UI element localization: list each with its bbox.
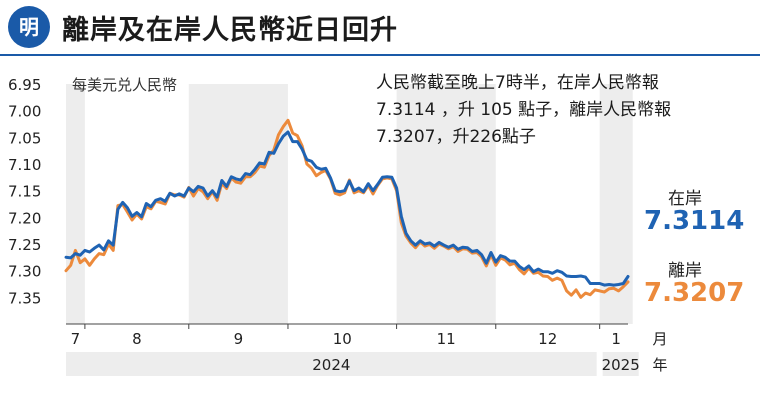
year-band (66, 352, 597, 376)
month-unit-label: 月 (652, 330, 667, 348)
series-line (64, 130, 630, 287)
month-tick-label: 1 (611, 330, 621, 348)
month-tick-label: 10 (333, 330, 352, 348)
y-tick-label: 7.05 (8, 129, 41, 147)
legend-onshore-label: 在岸 (668, 189, 702, 209)
logo: 明 (8, 6, 50, 48)
note-line-1: 人民幣截至晚上7時半，在岸人民幣報 (376, 73, 659, 93)
month-tick-label: 9 (234, 330, 244, 348)
y-axis-label: 每美元兑人民幣 (72, 76, 178, 94)
y-tick-label: 7.00 (8, 103, 41, 121)
chart-title: 離岸及在岸人民幣近日回升 (62, 15, 398, 46)
note-line-2: 7.3114 ，升 105 點子，離岸人民幣報 (376, 100, 672, 120)
y-tick-label: 7.10 (8, 156, 41, 174)
month-tick-label: 12 (538, 330, 557, 348)
x-axis: 7 8 9 10 11 12 1 月 2024 2025 年 (66, 323, 668, 376)
legend-offshore-label: 離岸 (668, 261, 702, 281)
y-axis-ticks: 6.95 7.00 7.05 7.10 7.15 7.20 7.25 7.30 7.35 (8, 76, 41, 307)
y-tick-label: 7.25 (8, 236, 41, 254)
year-unit-label: 年 (652, 356, 667, 374)
month-tick-label: 7 (71, 330, 81, 348)
legend-onshore-value: 7.3114 (644, 206, 745, 236)
month-tick-label: 8 (132, 330, 142, 348)
note-line-3: 7.3207，升226點子 (376, 127, 536, 147)
legend-offshore-value: 7.3207 (644, 278, 745, 308)
annotation-note: 人民幣截至晚上7時半，在岸人民幣報 7.3114 ，升 105 點子，離岸人民幣… (376, 70, 752, 151)
month-band (66, 84, 85, 324)
y-tick-label: 7.15 (8, 183, 41, 201)
month-tick-label: 11 (437, 330, 456, 348)
header: 明 離岸及在岸人民幣近日回升 (0, 0, 760, 56)
year-band (602, 352, 639, 376)
y-tick-label: 7.20 (8, 209, 41, 227)
year-tick-label: 2024 (312, 356, 350, 374)
year-tick-label: 2025 (602, 356, 640, 374)
month-band (188, 84, 288, 324)
y-tick-label: 7.35 (8, 289, 41, 307)
series-lines (64, 118, 630, 299)
month-band (396, 84, 496, 324)
title-rule (0, 54, 760, 56)
y-tick-label: 7.30 (8, 263, 41, 281)
y-tick-label: 6.95 (8, 76, 41, 94)
